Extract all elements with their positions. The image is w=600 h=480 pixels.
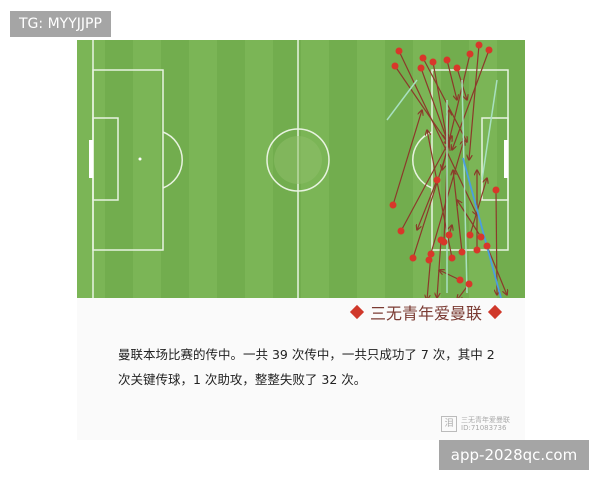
failed-cross-arrow	[496, 189, 497, 295]
failed-cross-arrow	[437, 239, 442, 298]
cross-origin-dot	[419, 54, 427, 62]
cross-origin-dot	[445, 231, 453, 239]
assist-arrow	[462, 157, 502, 298]
cross-origin-dot	[458, 248, 466, 256]
failed-cross-arrow	[452, 49, 490, 150]
pitch-stripe	[357, 40, 385, 298]
cross-origin-dot	[417, 64, 425, 72]
pitch-diagram	[77, 40, 525, 298]
cross-origin-dot	[429, 58, 437, 66]
failed-cross-arrow	[469, 44, 480, 160]
brand-text: 三无青年爱曼联	[370, 304, 483, 323]
cross-origin-dot	[427, 250, 435, 258]
cross-origin-dot	[492, 186, 500, 194]
failed-cross-arrow	[420, 67, 449, 145]
cross-origin-dot	[397, 227, 405, 235]
failed-cross-arrow	[439, 270, 461, 281]
failed-cross-arrow	[394, 65, 449, 145]
cross-origin-dot	[437, 236, 445, 244]
cross-origin-dot	[485, 46, 493, 54]
failed-cross-arrow	[417, 179, 438, 230]
cross-origin-dot	[433, 176, 441, 184]
overlay-label: TG: MYYJJPP	[10, 11, 111, 37]
watermark-name: 三无青年爱曼联	[461, 416, 510, 424]
cross-origin-dot	[466, 231, 474, 239]
cross-origin-dot	[466, 50, 474, 58]
cross-origin-dot	[465, 280, 473, 288]
failed-cross-arrow	[446, 59, 457, 100]
right-goal	[504, 140, 508, 178]
description: 曼联本场比赛的传中。一共 39 次传中，一共只成功了 7 次，其中 2 次关键传…	[118, 347, 495, 387]
overlay-url: app-2028qc.com	[439, 440, 589, 470]
cross-origin-dot	[448, 254, 456, 262]
pitch-stripe	[189, 40, 217, 298]
pitch-stripe	[133, 40, 161, 298]
failed-cross-arrow	[432, 61, 447, 140]
cross-origin-dot	[456, 276, 464, 284]
failed-cross-arrow	[400, 136, 452, 232]
cross-origin-dot	[483, 242, 491, 250]
cross-origin-dot	[425, 256, 433, 264]
successful-cross-arrow	[461, 79, 468, 294]
cross-origin-dot	[409, 254, 417, 262]
cross-origin-dot	[389, 201, 397, 209]
centre-logo	[274, 136, 322, 184]
diamond-icon	[349, 304, 365, 320]
watermark: 泪 三无青年爱曼联 ID:71083736	[441, 416, 510, 432]
cross-origin-dot	[395, 47, 403, 55]
brand-banner: 三无青年爱曼联	[349, 300, 522, 324]
cross-origin-dot	[477, 233, 485, 241]
cross-origin-dot	[475, 41, 483, 49]
cross-origin-dot	[391, 62, 399, 70]
failed-cross-arrow	[392, 110, 422, 206]
cross-origin-dot	[443, 56, 451, 64]
left-penalty-arc	[162, 131, 183, 189]
watermark-logo: 泪	[441, 416, 457, 432]
diamond-icon	[487, 304, 503, 320]
cross-origin-dot	[473, 246, 481, 254]
cross-origin-dot	[453, 64, 461, 72]
failed-cross-arrow	[412, 145, 449, 259]
failed-cross-arrow	[457, 200, 482, 238]
right-penalty-arc	[412, 131, 433, 189]
successful-cross-arrow	[386, 79, 418, 121]
failed-cross-arrow	[453, 170, 463, 253]
successful-cross-arrow	[481, 79, 498, 181]
centre-circle	[266, 128, 330, 192]
penalty-spot	[138, 157, 142, 161]
left-goal	[89, 140, 93, 178]
watermark-id: ID:71083736	[461, 424, 507, 432]
